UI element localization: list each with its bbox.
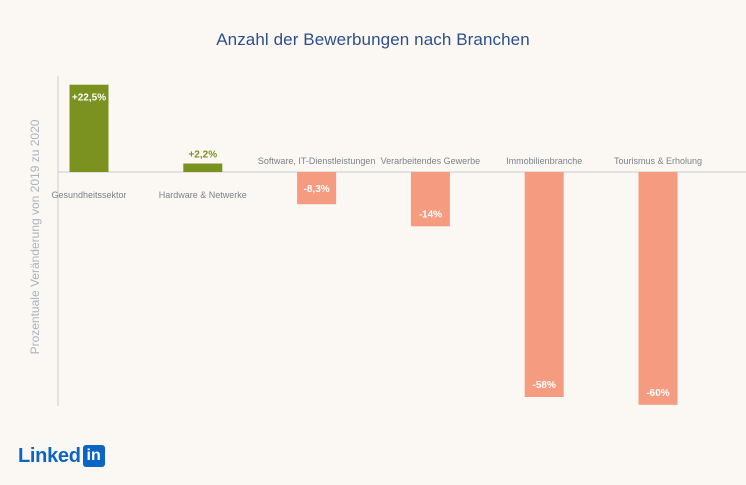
value-label-immobilienbranche: -58% bbox=[533, 380, 556, 391]
value-label-hardware-netwerke: +2,2% bbox=[188, 150, 217, 161]
logo-wordmark: Linked bbox=[18, 444, 81, 467]
category-label-verarbeitendes-gewerbe: Verarbeitendes Gewerbe bbox=[381, 156, 481, 166]
bar-hardware-netwerke bbox=[183, 163, 223, 172]
linkedin-logo: Linked in bbox=[18, 444, 105, 468]
category-label-tourismus-erholung: Tourismus & Erholung bbox=[614, 156, 702, 166]
bar-gesundheitssektor bbox=[69, 84, 109, 172]
value-label-verarbeitendes-gewerbe: -14% bbox=[419, 209, 442, 220]
value-label-gesundheitssektor: +22,5% bbox=[72, 93, 106, 104]
category-label-hardware-netwerke: Hardware & Netwerke bbox=[159, 190, 247, 200]
chart-title: Anzahl der Bewerbungen nach Branchen bbox=[216, 30, 530, 49]
logo-in-box: in bbox=[82, 445, 105, 467]
bars-layer: +22,5% Gesundheitssektor +2,2% Hardware & N… bbox=[51, 84, 702, 405]
category-label-gesundheitssektor: Gesundheitssektor bbox=[51, 190, 126, 200]
category-label-immobilienbranche: Immobilienbranche bbox=[506, 156, 582, 166]
y-axis-label: Prozentuale Veränderung von 2019 zu 2020 bbox=[28, 119, 42, 355]
bar-verarbeitendes-gewerbe bbox=[410, 172, 450, 227]
category-label-software-it-dienstleistungen: Software, IT-Dienstleistungen bbox=[258, 156, 376, 166]
value-label-tourismus-erholung: -60% bbox=[646, 388, 669, 399]
bar-tourismus-erholung bbox=[638, 172, 678, 405]
value-label-software-it-dienstleistungen: -8,3% bbox=[304, 184, 330, 195]
bar-immobilienbranche bbox=[524, 172, 564, 397]
bar-software-it-dienstleistungen bbox=[297, 172, 337, 205]
